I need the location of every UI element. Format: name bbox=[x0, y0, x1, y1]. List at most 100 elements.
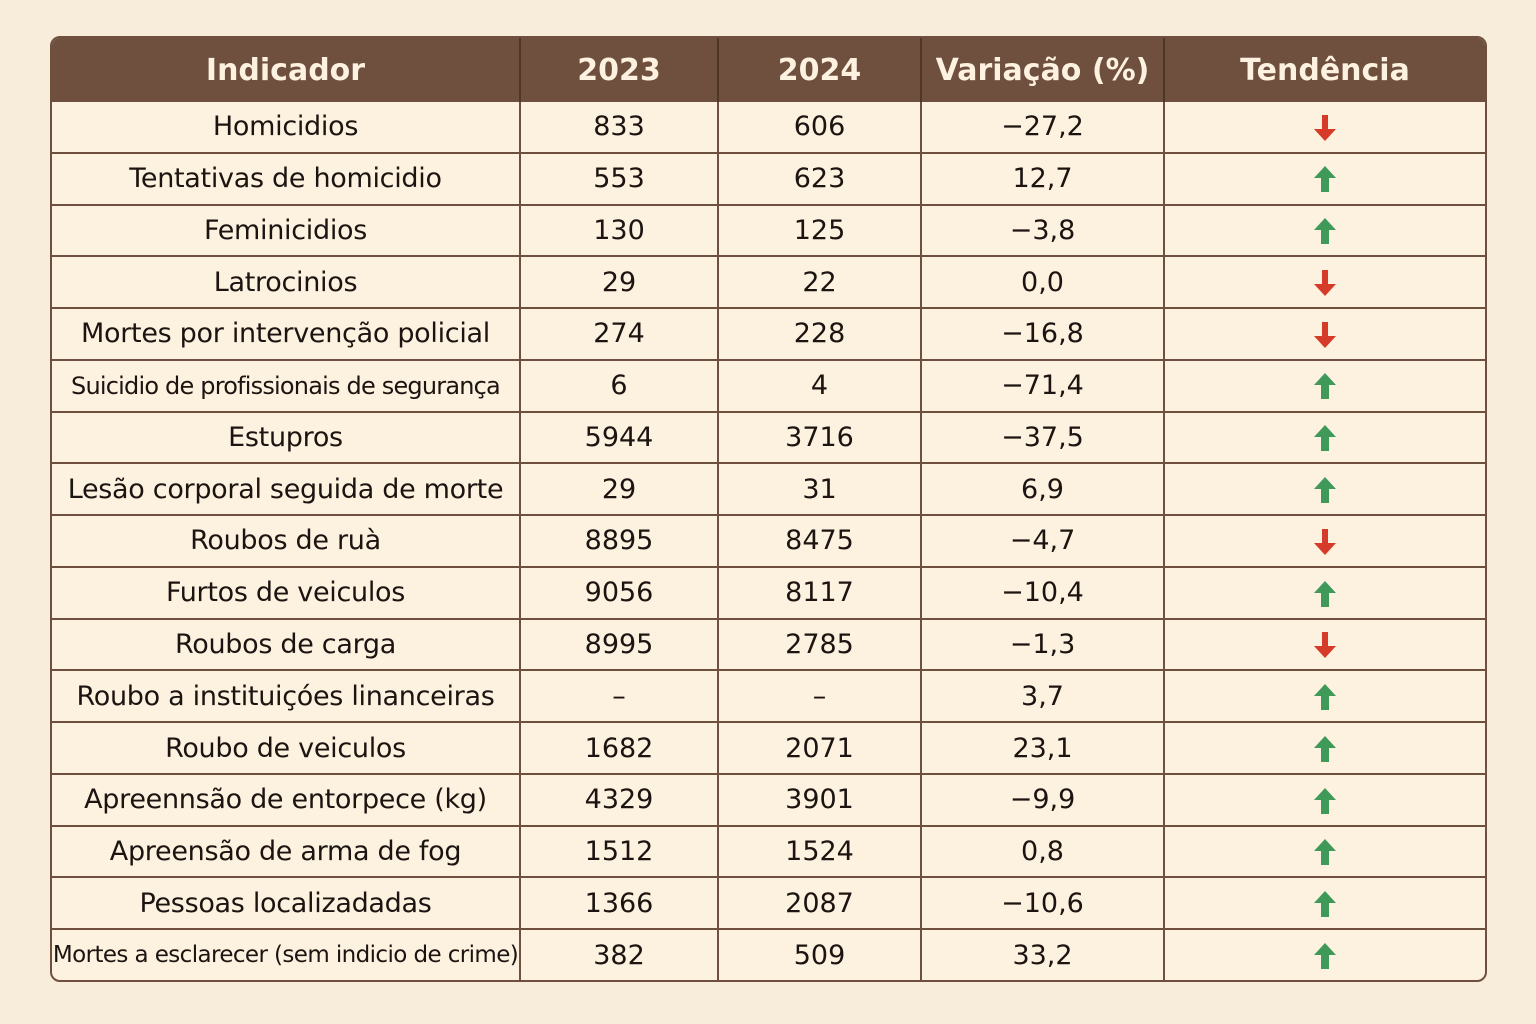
variacao-cell: −27,2 bbox=[921, 102, 1165, 153]
tendencia-cell bbox=[1164, 772, 1485, 826]
up-arrow-icon bbox=[1314, 166, 1336, 193]
value-2024-cell: 1524 bbox=[718, 824, 922, 878]
down-arrow-icon bbox=[1314, 269, 1336, 296]
value-2023-cell: 8895 bbox=[520, 514, 719, 567]
table-row: Suicidio de profissionais de segurança 6 4… bbox=[52, 358, 1485, 412]
header-2024: 2024 bbox=[718, 38, 922, 102]
up-arrow-icon bbox=[1314, 218, 1336, 245]
table-row: Furtos de veiculos 9056 8117 −10,4 bbox=[52, 565, 1485, 619]
value-2024-cell: 623 bbox=[718, 151, 922, 205]
value-2024-cell: 22 bbox=[718, 255, 922, 309]
tendencia-cell bbox=[1164, 617, 1485, 671]
table-body: Homicidios 833 606 −27,2 Tentativas de homic… bbox=[52, 102, 1485, 980]
up-arrow-icon bbox=[1314, 735, 1336, 762]
variacao-cell: 3,7 bbox=[921, 669, 1165, 723]
variacao-cell: 33,2 bbox=[921, 928, 1165, 980]
up-arrow-icon bbox=[1314, 373, 1336, 400]
table-row: Estupros 5944 3716 −37,5 bbox=[52, 410, 1485, 464]
up-arrow-icon bbox=[1314, 787, 1336, 814]
table-row: Roubos de carga 8995 2785 −1,3 bbox=[52, 617, 1485, 671]
down-arrow-icon bbox=[1314, 321, 1336, 348]
value-2023-cell: 382 bbox=[520, 928, 719, 980]
down-arrow-icon bbox=[1314, 632, 1336, 659]
variacao-cell: −3,8 bbox=[921, 203, 1165, 257]
value-2024-cell: 509 bbox=[718, 928, 922, 980]
indicador-cell: Estupros bbox=[52, 410, 521, 464]
value-2024-cell: 2071 bbox=[718, 721, 922, 774]
indicador-cell: Furtos de veiculos bbox=[52, 565, 521, 619]
tendencia-cell bbox=[1164, 514, 1485, 567]
variacao-cell: −9,9 bbox=[921, 772, 1165, 826]
indicador-cell: Latrocinios bbox=[52, 255, 521, 309]
tendencia-cell bbox=[1164, 203, 1485, 257]
variacao-cell: −37,5 bbox=[921, 410, 1165, 464]
up-arrow-icon bbox=[1314, 839, 1336, 866]
value-2023-cell: 1682 bbox=[520, 721, 719, 774]
tendencia-cell bbox=[1164, 721, 1485, 774]
indicador-cell: Roubos de carga bbox=[52, 617, 521, 671]
indicador-cell: Mortes por intervenção policial bbox=[52, 307, 521, 360]
value-2023-cell: 4329 bbox=[520, 772, 719, 826]
variacao-cell: 23,1 bbox=[921, 721, 1165, 774]
down-arrow-icon bbox=[1314, 528, 1336, 555]
tendencia-cell bbox=[1164, 824, 1485, 878]
value-2024-cell: 125 bbox=[718, 203, 922, 257]
variacao-cell: −1,3 bbox=[921, 617, 1165, 671]
tendencia-cell bbox=[1164, 410, 1485, 464]
tendencia-cell bbox=[1164, 358, 1485, 412]
value-2024-cell: 2785 bbox=[718, 617, 922, 671]
tendencia-cell bbox=[1164, 669, 1485, 723]
tendencia-cell bbox=[1164, 565, 1485, 619]
value-2024-cell: 8117 bbox=[718, 565, 922, 619]
value-2023-cell: 833 bbox=[520, 102, 719, 153]
variacao-cell: 6,9 bbox=[921, 462, 1165, 516]
indicador-cell: Feminicidios bbox=[52, 203, 521, 257]
down-arrow-icon bbox=[1314, 114, 1336, 141]
indicador-cell: Roubos de ruà bbox=[52, 514, 521, 567]
table-row: Homicidios 833 606 −27,2 bbox=[52, 102, 1485, 153]
variacao-cell: 0,8 bbox=[921, 824, 1165, 878]
header-2023: 2023 bbox=[520, 38, 719, 102]
variacao-cell: 12,7 bbox=[921, 151, 1165, 205]
value-2024-cell: 31 bbox=[718, 462, 922, 516]
value-2024-cell: 4 bbox=[718, 358, 922, 412]
value-2023-cell: 9056 bbox=[520, 565, 719, 619]
table-row: Mortes por intervenção policial 274 228 −16… bbox=[52, 307, 1485, 360]
value-2024-cell: 8475 bbox=[718, 514, 922, 567]
up-arrow-icon bbox=[1314, 684, 1336, 711]
table-row: Roubo a instituiçóes linanceiras – –3,7 bbox=[52, 669, 1485, 723]
indicador-cell: Apreennsão de entorpece (kg) bbox=[52, 772, 521, 826]
value-2023-cell: 6 bbox=[520, 358, 719, 412]
table-row: Pessoas localizadadas 1366 2087 −10,6 bbox=[52, 876, 1485, 930]
indicador-cell: Pessoas localizadadas bbox=[52, 876, 521, 930]
value-2024-cell: 3901 bbox=[718, 772, 922, 826]
value-2023-cell: 29 bbox=[520, 462, 719, 516]
value-2023-cell: 1512 bbox=[520, 824, 719, 878]
header-indicador: Indicador bbox=[52, 38, 521, 102]
table-row: Feminicidios 130 125 −3,8 bbox=[52, 203, 1485, 257]
tendencia-cell bbox=[1164, 928, 1485, 980]
value-2024-cell: – bbox=[718, 669, 922, 723]
header-row: Indicador 2023 2024 Variação (%) Tendênc… bbox=[52, 38, 1485, 102]
tendencia-cell bbox=[1164, 255, 1485, 309]
indicador-cell: Tentativas de homicidio bbox=[52, 151, 521, 205]
value-2024-cell: 2087 bbox=[718, 876, 922, 930]
table-header: Indicador 2023 2024 Variação (%) Tendênc… bbox=[52, 38, 1485, 102]
variacao-cell: −10,4 bbox=[921, 565, 1165, 619]
value-2024-cell: 606 bbox=[718, 102, 922, 153]
indicador-cell: Lesão corporal seguida de morte bbox=[52, 462, 521, 516]
table-row: Latrocinios 29 22 0,0 bbox=[52, 255, 1485, 309]
table-row: Tentativas de homicidio 553 623 12,7 bbox=[52, 151, 1485, 205]
tendencia-cell bbox=[1164, 462, 1485, 516]
header-variacao: Variação (%) bbox=[921, 38, 1165, 102]
indicador-cell: Homicidios bbox=[52, 102, 521, 153]
table-row: Mortes a esclarecer (sem indicio de crim… bbox=[52, 928, 1485, 980]
indicators-table: Indicador 2023 2024 Variação (%) Tendênc… bbox=[50, 36, 1487, 982]
table-row: Roubo de veiculos 1682 2071 23,1 bbox=[52, 721, 1485, 774]
table-row: Lesão corporal seguida de morte 29 31 6,9 bbox=[52, 462, 1485, 516]
up-arrow-icon bbox=[1314, 425, 1336, 452]
variacao-cell: −4,7 bbox=[921, 514, 1165, 567]
up-arrow-icon bbox=[1314, 942, 1336, 969]
value-2023-cell: 274 bbox=[520, 307, 719, 360]
variacao-cell: 0,0 bbox=[921, 255, 1165, 309]
